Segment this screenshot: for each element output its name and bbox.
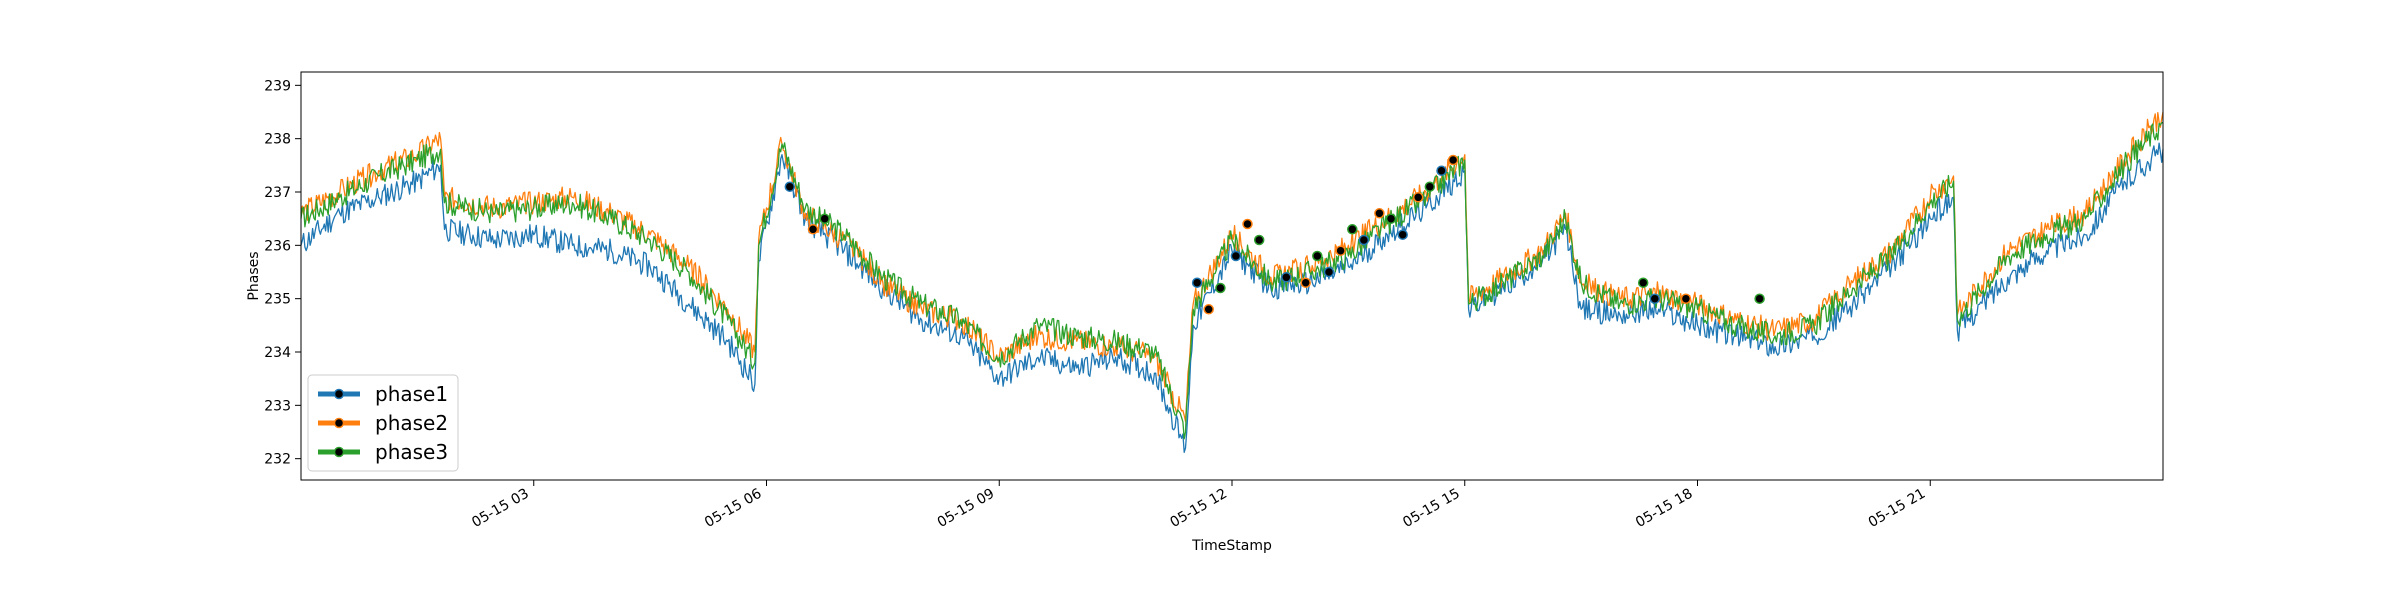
plot-area-frame xyxy=(300,71,2164,481)
anomaly-marker xyxy=(1281,272,1292,283)
series-line-phase3 xyxy=(300,122,2164,440)
anomaly-marker xyxy=(1230,250,1242,262)
y-tick-label: 233 xyxy=(264,398,291,414)
legend-marker-phase3 xyxy=(333,446,345,458)
x-tick-label: 05-15 03 xyxy=(469,486,532,531)
anomaly-marker xyxy=(1412,192,1424,203)
y-tick-label: 237 xyxy=(264,185,291,201)
x-tick-label: 05-15 18 xyxy=(1633,486,1696,531)
legend-marker-phase1 xyxy=(333,388,345,400)
anomaly-marker xyxy=(1242,218,1253,230)
anomaly-marker xyxy=(1215,282,1226,294)
anomaly-marker xyxy=(1385,213,1397,224)
legend: phase1 phase2 phase3 xyxy=(307,374,459,472)
x-tick-label: 05-15 21 xyxy=(1866,486,1929,531)
y-tick-label: 238 xyxy=(264,132,291,148)
y-tick-label: 232 xyxy=(264,452,291,468)
legend-label-phase1: phase1 xyxy=(375,382,448,406)
anomaly-marker xyxy=(1335,245,1346,256)
anomaly-markers xyxy=(784,154,1765,315)
series-line-phase1 xyxy=(300,142,2164,453)
anomaly-marker xyxy=(1649,293,1661,304)
anomaly-marker xyxy=(819,213,830,224)
anomaly-marker xyxy=(1637,277,1649,288)
legend-marker-phase2 xyxy=(333,417,345,429)
y-tick-label: 235 xyxy=(264,292,291,308)
anomaly-marker xyxy=(1436,165,1447,176)
anomaly-marker xyxy=(1323,266,1335,278)
anomaly-marker xyxy=(1347,224,1358,235)
anomaly-marker xyxy=(1358,234,1370,246)
anomaly-marker xyxy=(1300,277,1311,288)
x-tick-label: 05-15 12 xyxy=(1167,486,1230,531)
legend-box xyxy=(307,374,459,472)
anomaly-marker xyxy=(1447,154,1459,166)
anomaly-marker xyxy=(807,224,819,235)
anomaly-marker xyxy=(1680,293,1692,304)
anomaly-marker xyxy=(1203,304,1214,315)
anomaly-marker xyxy=(1397,229,1408,240)
anomaly-marker xyxy=(784,181,796,192)
anomaly-marker xyxy=(1424,181,1436,192)
y-tick-label: 236 xyxy=(264,238,291,254)
y-axis-label: Phases xyxy=(246,251,262,300)
anomaly-marker xyxy=(1374,208,1385,219)
legend-label-phase2: phase2 xyxy=(375,411,448,435)
x-tick-label: 05-15 06 xyxy=(702,486,765,531)
anomaly-marker xyxy=(1191,277,1203,288)
x-axis-label: TimeStamp xyxy=(1191,538,1272,554)
y-tick-label: 234 xyxy=(264,345,291,361)
anomaly-marker xyxy=(1754,293,1765,304)
anomaly-marker xyxy=(1253,234,1265,246)
x-tick-label: 05-15 09 xyxy=(935,486,998,531)
anomaly-marker xyxy=(1312,250,1323,262)
y-tick-label: 239 xyxy=(264,78,291,94)
x-tick-label: 05-15 15 xyxy=(1400,486,1463,531)
legend-label-phase3: phase3 xyxy=(375,440,448,464)
series-line-phase2 xyxy=(300,111,2164,422)
series-layer xyxy=(300,111,2164,453)
